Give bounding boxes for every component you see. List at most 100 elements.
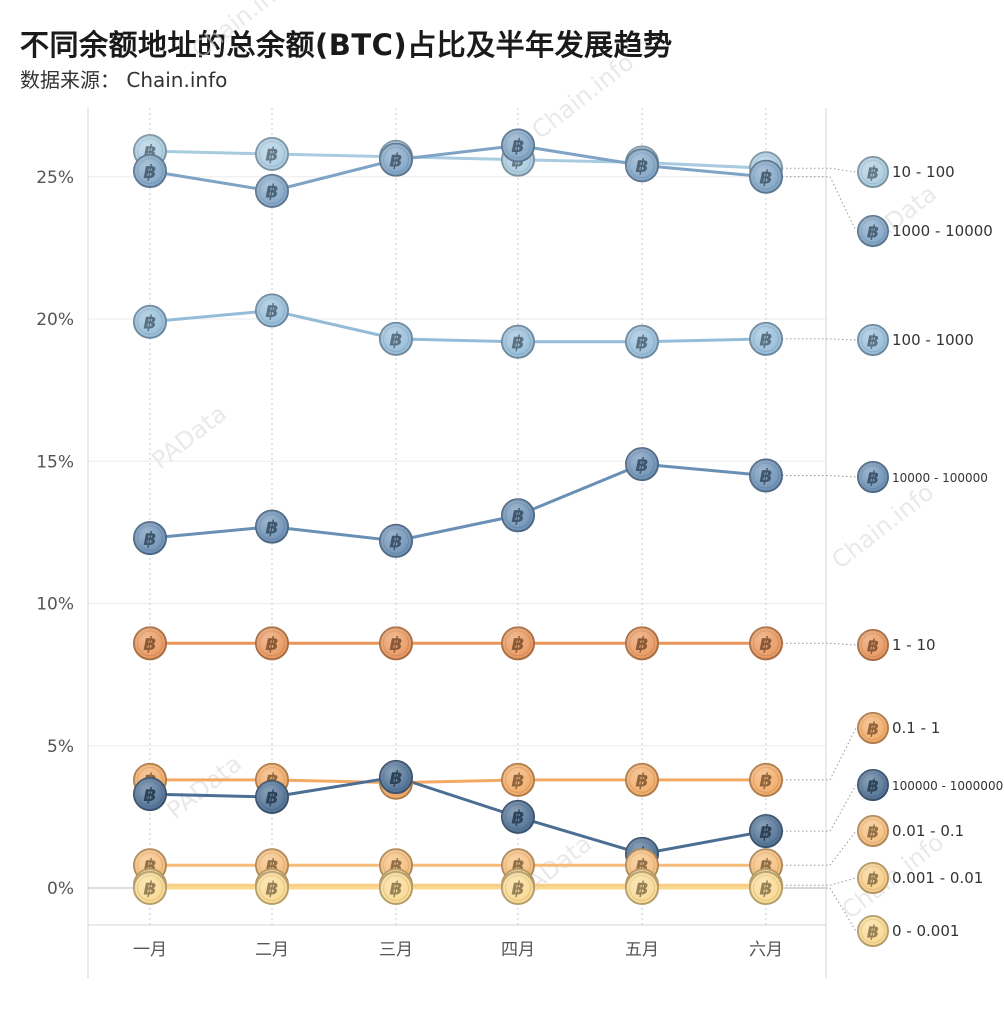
svg-text:฿: ฿ xyxy=(636,455,649,476)
x-tick-label: 三月 xyxy=(379,940,413,960)
svg-text:฿: ฿ xyxy=(144,785,157,806)
svg-text:฿: ฿ xyxy=(512,136,525,157)
watermark-text: PAData xyxy=(161,749,247,824)
data-point: ฿ xyxy=(749,762,783,797)
data-point: ฿ xyxy=(379,142,413,177)
legend-leader xyxy=(782,887,857,932)
legend-leader xyxy=(782,784,857,832)
svg-text:฿: ฿ xyxy=(266,788,279,809)
svg-text:฿: ฿ xyxy=(760,167,773,188)
data-point: ฿ xyxy=(625,626,659,661)
data-point: ฿ xyxy=(749,159,783,194)
watermark-text: Chain.info xyxy=(826,478,939,575)
svg-text:฿: ฿ xyxy=(266,145,279,166)
data-point: ฿ xyxy=(133,626,167,661)
svg-text:฿: ฿ xyxy=(144,634,157,655)
data-point: ฿ xyxy=(749,814,783,849)
data-point: ฿ xyxy=(625,148,659,183)
legend-marker: ฿ xyxy=(857,156,889,188)
svg-text:฿: ฿ xyxy=(390,150,403,171)
svg-text:฿: ฿ xyxy=(636,634,649,655)
svg-text:฿: ฿ xyxy=(867,636,879,656)
watermark-text: Chain.info xyxy=(526,48,639,145)
legend-leader xyxy=(782,167,857,173)
data-point: ฿ xyxy=(501,498,535,533)
svg-text:฿: ฿ xyxy=(512,771,525,792)
svg-text:฿: ฿ xyxy=(760,879,773,900)
data-point: ฿ xyxy=(133,871,167,905)
svg-text:฿: ฿ xyxy=(867,222,879,242)
svg-text:฿: ฿ xyxy=(512,634,525,655)
data-point: ฿ xyxy=(501,324,535,359)
legend: ฿ 10 - 100 ฿ 1000 - 10000 ฿ 100 - 1000 ฿ 10000 … xyxy=(857,156,1003,947)
data-point: ฿ xyxy=(255,779,289,814)
y-tick-label: 20% xyxy=(36,310,74,330)
svg-text:฿: ฿ xyxy=(266,517,279,538)
data-point: ฿ xyxy=(379,321,413,356)
data-point: ฿ xyxy=(501,762,535,797)
legend-label: 10 - 100 xyxy=(892,163,955,181)
chart-title: 不同余额地址的总余额(BTC)占比及半年发展趋势 xyxy=(20,28,673,62)
data-point: ฿ xyxy=(749,626,783,661)
svg-text:฿: ฿ xyxy=(144,879,157,900)
legend-leader xyxy=(782,338,857,341)
series-line xyxy=(149,144,767,193)
data-point: ฿ xyxy=(749,458,783,493)
data-point: ฿ xyxy=(255,173,289,208)
data-point: ฿ xyxy=(255,626,289,661)
svg-text:฿: ฿ xyxy=(867,922,879,942)
svg-text:฿: ฿ xyxy=(390,330,403,351)
x-tick-label: 六月 xyxy=(749,940,783,960)
svg-text:฿: ฿ xyxy=(867,719,879,739)
legend-label: 0.1 - 1 xyxy=(892,719,940,737)
svg-text:฿: ฿ xyxy=(144,313,157,334)
axes: 0% 5% 10% 15% 20% 25% 一月 二月 三月 四月 五月 六月 xyxy=(36,108,827,978)
svg-text:฿: ฿ xyxy=(867,468,879,488)
svg-text:฿: ฿ xyxy=(760,330,773,351)
data-point: ฿ xyxy=(625,762,659,797)
watermark-text: PAData xyxy=(146,399,232,474)
svg-text:฿: ฿ xyxy=(266,634,279,655)
svg-text:฿: ฿ xyxy=(266,879,279,900)
legend-label: 0 - 0.001 xyxy=(892,922,959,940)
legend-leaders xyxy=(782,167,857,932)
svg-text:฿: ฿ xyxy=(760,771,773,792)
legend-label: 10000 - 100000 xyxy=(892,471,988,485)
svg-text:฿: ฿ xyxy=(390,879,403,900)
data-point: ฿ xyxy=(133,521,167,556)
svg-text:฿: ฿ xyxy=(636,771,649,792)
data-point: ฿ xyxy=(255,509,289,544)
data-point: ฿ xyxy=(501,871,535,905)
data-point: ฿ xyxy=(255,136,289,171)
data-point: ฿ xyxy=(379,871,413,905)
watermark-text: Chain.info xyxy=(186,0,299,65)
svg-text:฿: ฿ xyxy=(867,776,879,796)
svg-text:฿: ฿ xyxy=(266,301,279,322)
svg-text:฿: ฿ xyxy=(512,808,525,829)
svg-text:฿: ฿ xyxy=(512,879,525,900)
svg-text:฿: ฿ xyxy=(512,506,525,527)
x-tick-label: 二月 xyxy=(255,940,289,960)
series-lines xyxy=(149,144,767,890)
data-point: ฿ xyxy=(255,871,289,905)
legend-marker: ฿ xyxy=(857,769,889,801)
legend-marker: ฿ xyxy=(857,629,889,661)
legend-label: 1 - 10 xyxy=(892,636,936,654)
legend-label: 100 - 1000 xyxy=(892,331,974,349)
data-point: ฿ xyxy=(749,321,783,356)
data-point: ฿ xyxy=(625,447,659,482)
data-point: ฿ xyxy=(749,871,783,905)
y-tick-label: 15% xyxy=(36,452,74,472)
legend-leader xyxy=(782,176,857,232)
legend-marker: ฿ xyxy=(857,215,889,247)
x-tick-label: 五月 xyxy=(625,940,659,960)
legend-leader xyxy=(782,475,857,478)
legend-marker: ฿ xyxy=(857,815,889,847)
data-point: ฿ xyxy=(379,760,413,795)
data-point: ฿ xyxy=(379,523,413,558)
legend-marker: ฿ xyxy=(857,461,889,493)
svg-text:฿: ฿ xyxy=(144,529,157,550)
y-tick-label: 10% xyxy=(36,595,74,615)
svg-text:฿: ฿ xyxy=(760,634,773,655)
svg-text:฿: ฿ xyxy=(390,634,403,655)
